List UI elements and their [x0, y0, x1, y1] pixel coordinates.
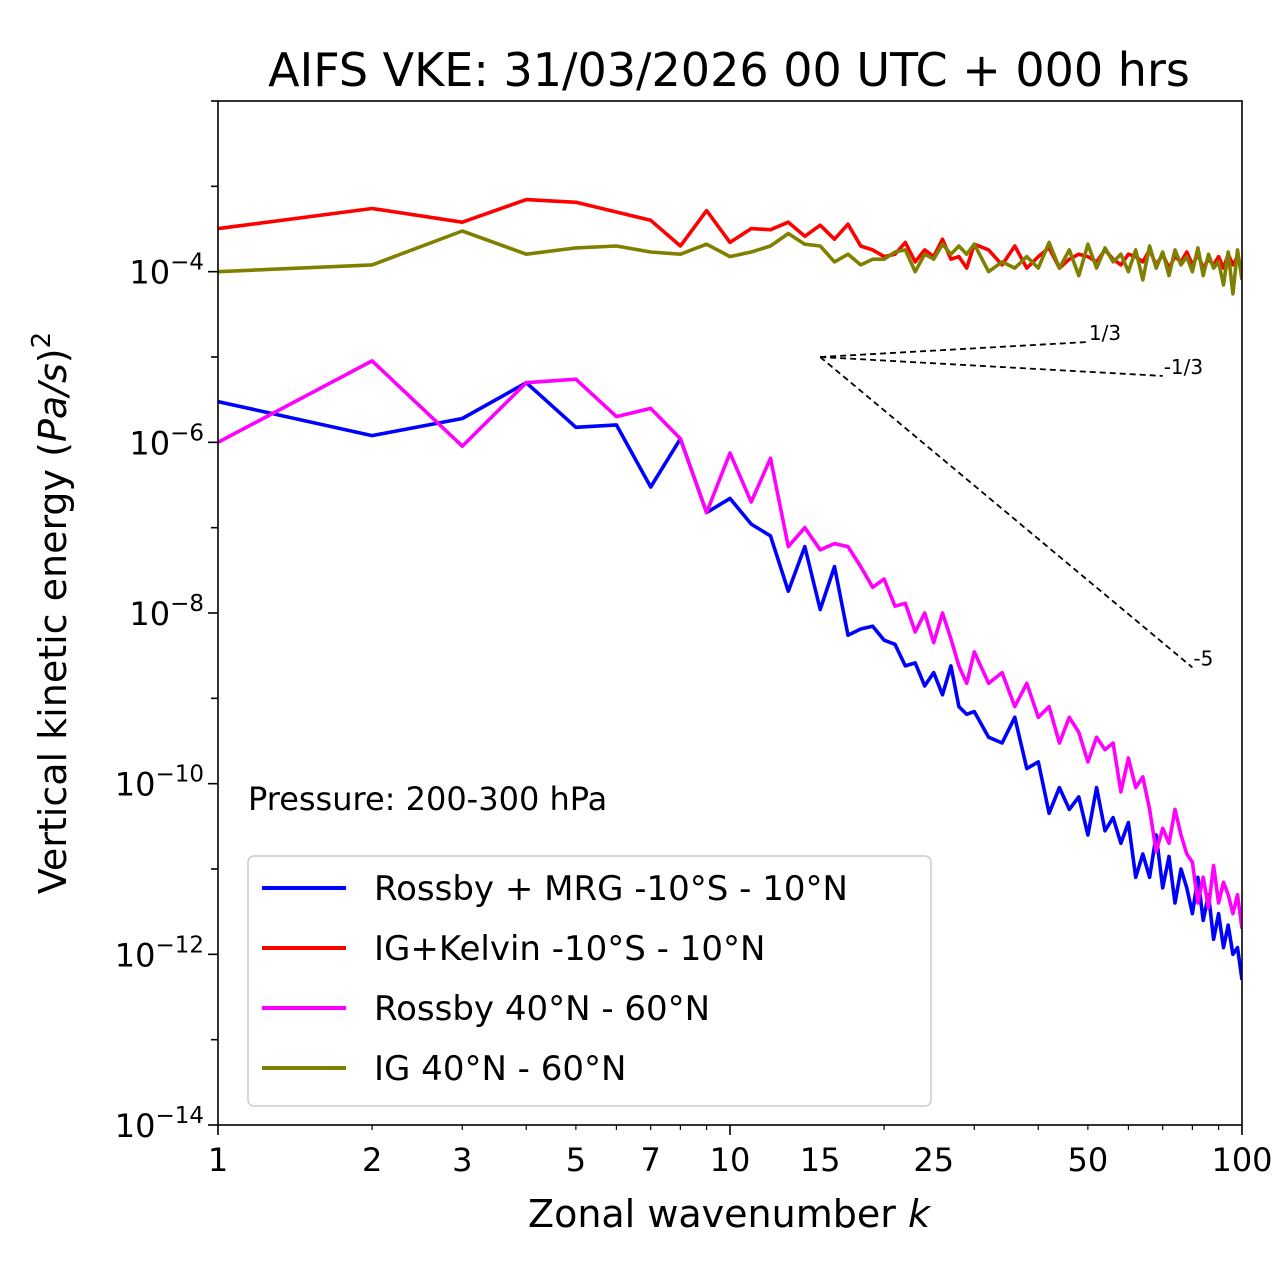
- x-axis-label: Zonal wavenumber k: [528, 1192, 932, 1236]
- slope-line-5: [819, 356, 1193, 669]
- pressure-annotation: Pressure: 200-300 hPa: [248, 780, 607, 818]
- x-tick-label: 2: [362, 1141, 382, 1179]
- legend-items: Rossby + MRG -10°S - 10°N IG+Kelvin -10°S…: [262, 869, 848, 1089]
- legend-label-ig-40-n-60-n: IG 40°N - 60°N: [374, 1049, 626, 1089]
- y-tick-label: 10−14: [115, 1103, 204, 1145]
- slope-line-1-3: [820, 341, 1088, 358]
- slope-label-5: -5: [1193, 646, 1213, 670]
- x-tick-label: 7: [641, 1141, 661, 1179]
- slope-label-1-3: 1/3: [1089, 321, 1121, 345]
- series-line-ig-kelvin-10-s-10-n: [218, 197, 1242, 270]
- series-line-ig-40-n-60-n: [218, 229, 1242, 296]
- x-tick-label: 25: [913, 1141, 954, 1179]
- series-line-rossby-mrg-10-s-10-n: [218, 380, 1242, 981]
- series-line-rossby-40-n-60-n: [218, 359, 1242, 929]
- x-tick-label: 5: [566, 1141, 586, 1179]
- legend: Rossby + MRG -10°S - 10°N IG+Kelvin -10°S…: [247, 855, 932, 1107]
- y-tick-label: 10−12: [115, 932, 204, 974]
- series-layer: [218, 197, 1242, 981]
- x-tick-label: 10: [710, 1141, 751, 1179]
- x-tick-label: 1: [208, 1141, 228, 1179]
- x-tick-label: 100: [1211, 1141, 1272, 1179]
- x-tick-label: 50: [1068, 1141, 1109, 1179]
- legend-label-rossby-mrg-10-s-10-n: Rossby + MRG -10°S - 10°N: [374, 869, 848, 909]
- y-tick-label: 10−4: [129, 250, 204, 292]
- y-tick-label: 10−6: [129, 420, 204, 462]
- chart-title: AIFS VKE: 31/03/2026 00 UTC + 000 hrs: [268, 43, 1190, 97]
- x-tick-label: 3: [452, 1141, 472, 1179]
- slope-label-1-3: -1/3: [1164, 355, 1203, 379]
- legend-label-rossby-40-n-60-n: Rossby 40°N - 60°N: [374, 989, 710, 1029]
- y-axis-ticks: 10−4 10−6 10−8 10−10 10−12 10−14: [115, 100, 218, 1145]
- y-tick-label: 10−8: [129, 591, 204, 633]
- legend-box: [247, 855, 932, 1107]
- legend-label-ig-kelvin-10-s-10-n: IG+Kelvin -10°S - 10°N: [374, 929, 765, 969]
- x-axis-ticks: 1 2 3 5 7 10 15 25 50 100: [208, 1125, 1273, 1179]
- y-tick-label: 10−10: [115, 762, 204, 804]
- y-axis-label: Vertical kinetic energy (Pa/s)2: [27, 332, 75, 894]
- slope-line-1-3: [820, 356, 1163, 377]
- x-tick-label: 15: [800, 1141, 841, 1179]
- reference-slopes: 1/3 -1/3 -5: [819, 321, 1213, 670]
